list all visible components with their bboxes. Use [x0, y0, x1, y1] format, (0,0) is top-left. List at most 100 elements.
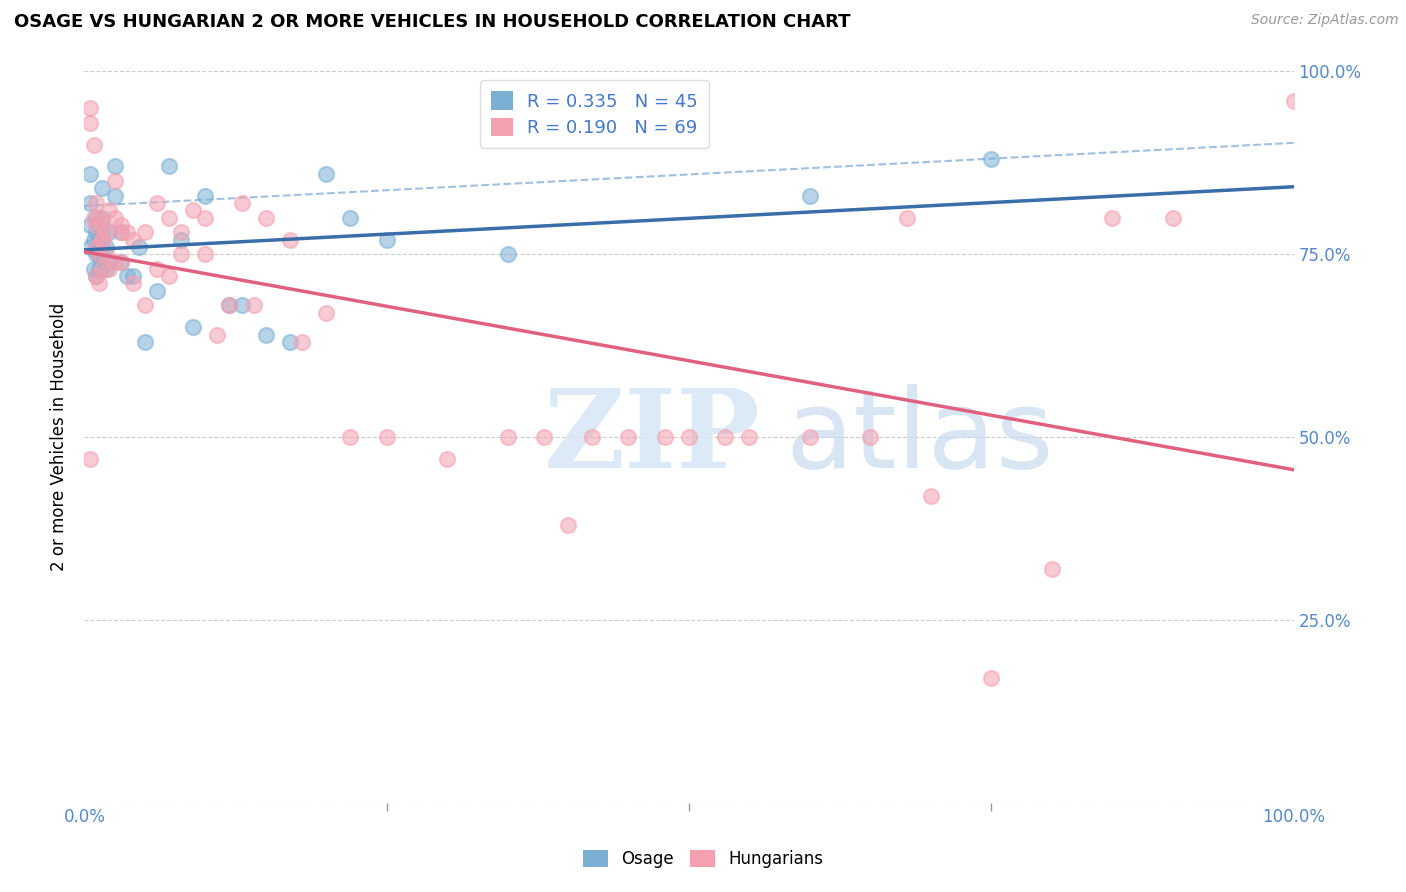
Point: [94, 247, 117, 261]
Point: [83, 137, 105, 152]
Legend: R = 0.335   N = 45, R = 0.190   N = 69: R = 0.335 N = 45, R = 0.190 N = 69: [481, 80, 709, 148]
Point: [278, 233, 301, 247]
Point: [254, 327, 277, 342]
Point: [86, 196, 108, 211]
Point: [1101, 211, 1123, 225]
Point: [231, 298, 253, 312]
Point: [79, 167, 101, 181]
Point: [207, 327, 229, 342]
Point: [79, 218, 101, 232]
Point: [83, 261, 105, 276]
Point: [1161, 211, 1184, 225]
Point: [104, 211, 127, 225]
Point: [617, 430, 640, 444]
Point: [86, 225, 108, 239]
Point: [91, 211, 114, 225]
Point: [278, 334, 301, 349]
Point: [896, 211, 918, 225]
Point: [104, 254, 127, 268]
Point: [218, 298, 240, 312]
Point: [242, 298, 264, 312]
Point: [1040, 562, 1063, 576]
Point: [218, 298, 240, 312]
Point: [87, 211, 110, 225]
Point: [194, 188, 217, 202]
Point: [86, 240, 108, 254]
Point: [115, 269, 138, 284]
Point: [91, 218, 114, 232]
Point: [91, 261, 114, 276]
Point: [121, 233, 143, 247]
Point: [157, 269, 180, 284]
Point: [859, 430, 882, 444]
Point: [97, 225, 120, 239]
Point: [291, 334, 314, 349]
Point: [181, 320, 204, 334]
Point: [654, 430, 676, 444]
Point: [91, 254, 114, 268]
Text: atlas: atlas: [786, 384, 1054, 491]
Point: [980, 152, 1002, 166]
Point: [231, 196, 253, 211]
Point: [104, 160, 127, 174]
Point: [339, 211, 361, 225]
Y-axis label: 2 or more Vehicles in Household: 2 or more Vehicles in Household: [51, 303, 69, 571]
Point: [315, 306, 337, 320]
Point: [146, 284, 169, 298]
Point: [146, 261, 169, 276]
Point: [97, 203, 120, 218]
Point: [436, 452, 458, 467]
Point: [110, 225, 132, 239]
Point: [339, 430, 361, 444]
Point: [94, 261, 117, 276]
Text: ZIP: ZIP: [544, 384, 761, 491]
Point: [581, 430, 603, 444]
Point: [134, 334, 156, 349]
Point: [714, 430, 737, 444]
Point: [920, 489, 942, 503]
Point: [87, 233, 110, 247]
Point: [79, 452, 101, 467]
Point: [194, 211, 217, 225]
Point: [94, 225, 117, 239]
Point: [104, 174, 127, 188]
Point: [87, 277, 110, 291]
Point: [375, 233, 398, 247]
Point: [91, 181, 114, 195]
Point: [121, 269, 143, 284]
Point: [157, 211, 180, 225]
Point: [83, 233, 105, 247]
Point: [134, 298, 156, 312]
Point: [86, 211, 108, 225]
Legend: Osage, Hungarians: Osage, Hungarians: [576, 843, 830, 875]
Point: [170, 247, 193, 261]
Point: [1282, 94, 1305, 108]
Point: [104, 188, 127, 202]
Point: [678, 430, 700, 444]
Point: [91, 240, 114, 254]
Point: [110, 254, 132, 268]
Point: [557, 517, 579, 532]
Point: [134, 225, 156, 239]
Point: [533, 430, 555, 444]
Point: [87, 261, 110, 276]
Point: [170, 233, 193, 247]
Point: [87, 247, 110, 261]
Point: [97, 254, 120, 268]
Point: [110, 218, 132, 232]
Point: [496, 247, 519, 261]
Point: [91, 233, 114, 247]
Point: [110, 225, 132, 239]
Point: [799, 188, 821, 202]
Point: [170, 225, 193, 239]
Point: [79, 240, 101, 254]
Point: [86, 269, 108, 284]
Point: [194, 247, 217, 261]
Point: [86, 247, 108, 261]
Point: [79, 101, 101, 115]
Point: [128, 240, 150, 254]
Text: Source: ZipAtlas.com: Source: ZipAtlas.com: [1251, 13, 1399, 28]
Point: [115, 225, 138, 239]
Text: OSAGE VS HUNGARIAN 2 OR MORE VEHICLES IN HOUSEHOLD CORRELATION CHART: OSAGE VS HUNGARIAN 2 OR MORE VEHICLES IN…: [14, 13, 851, 31]
Point: [94, 240, 117, 254]
